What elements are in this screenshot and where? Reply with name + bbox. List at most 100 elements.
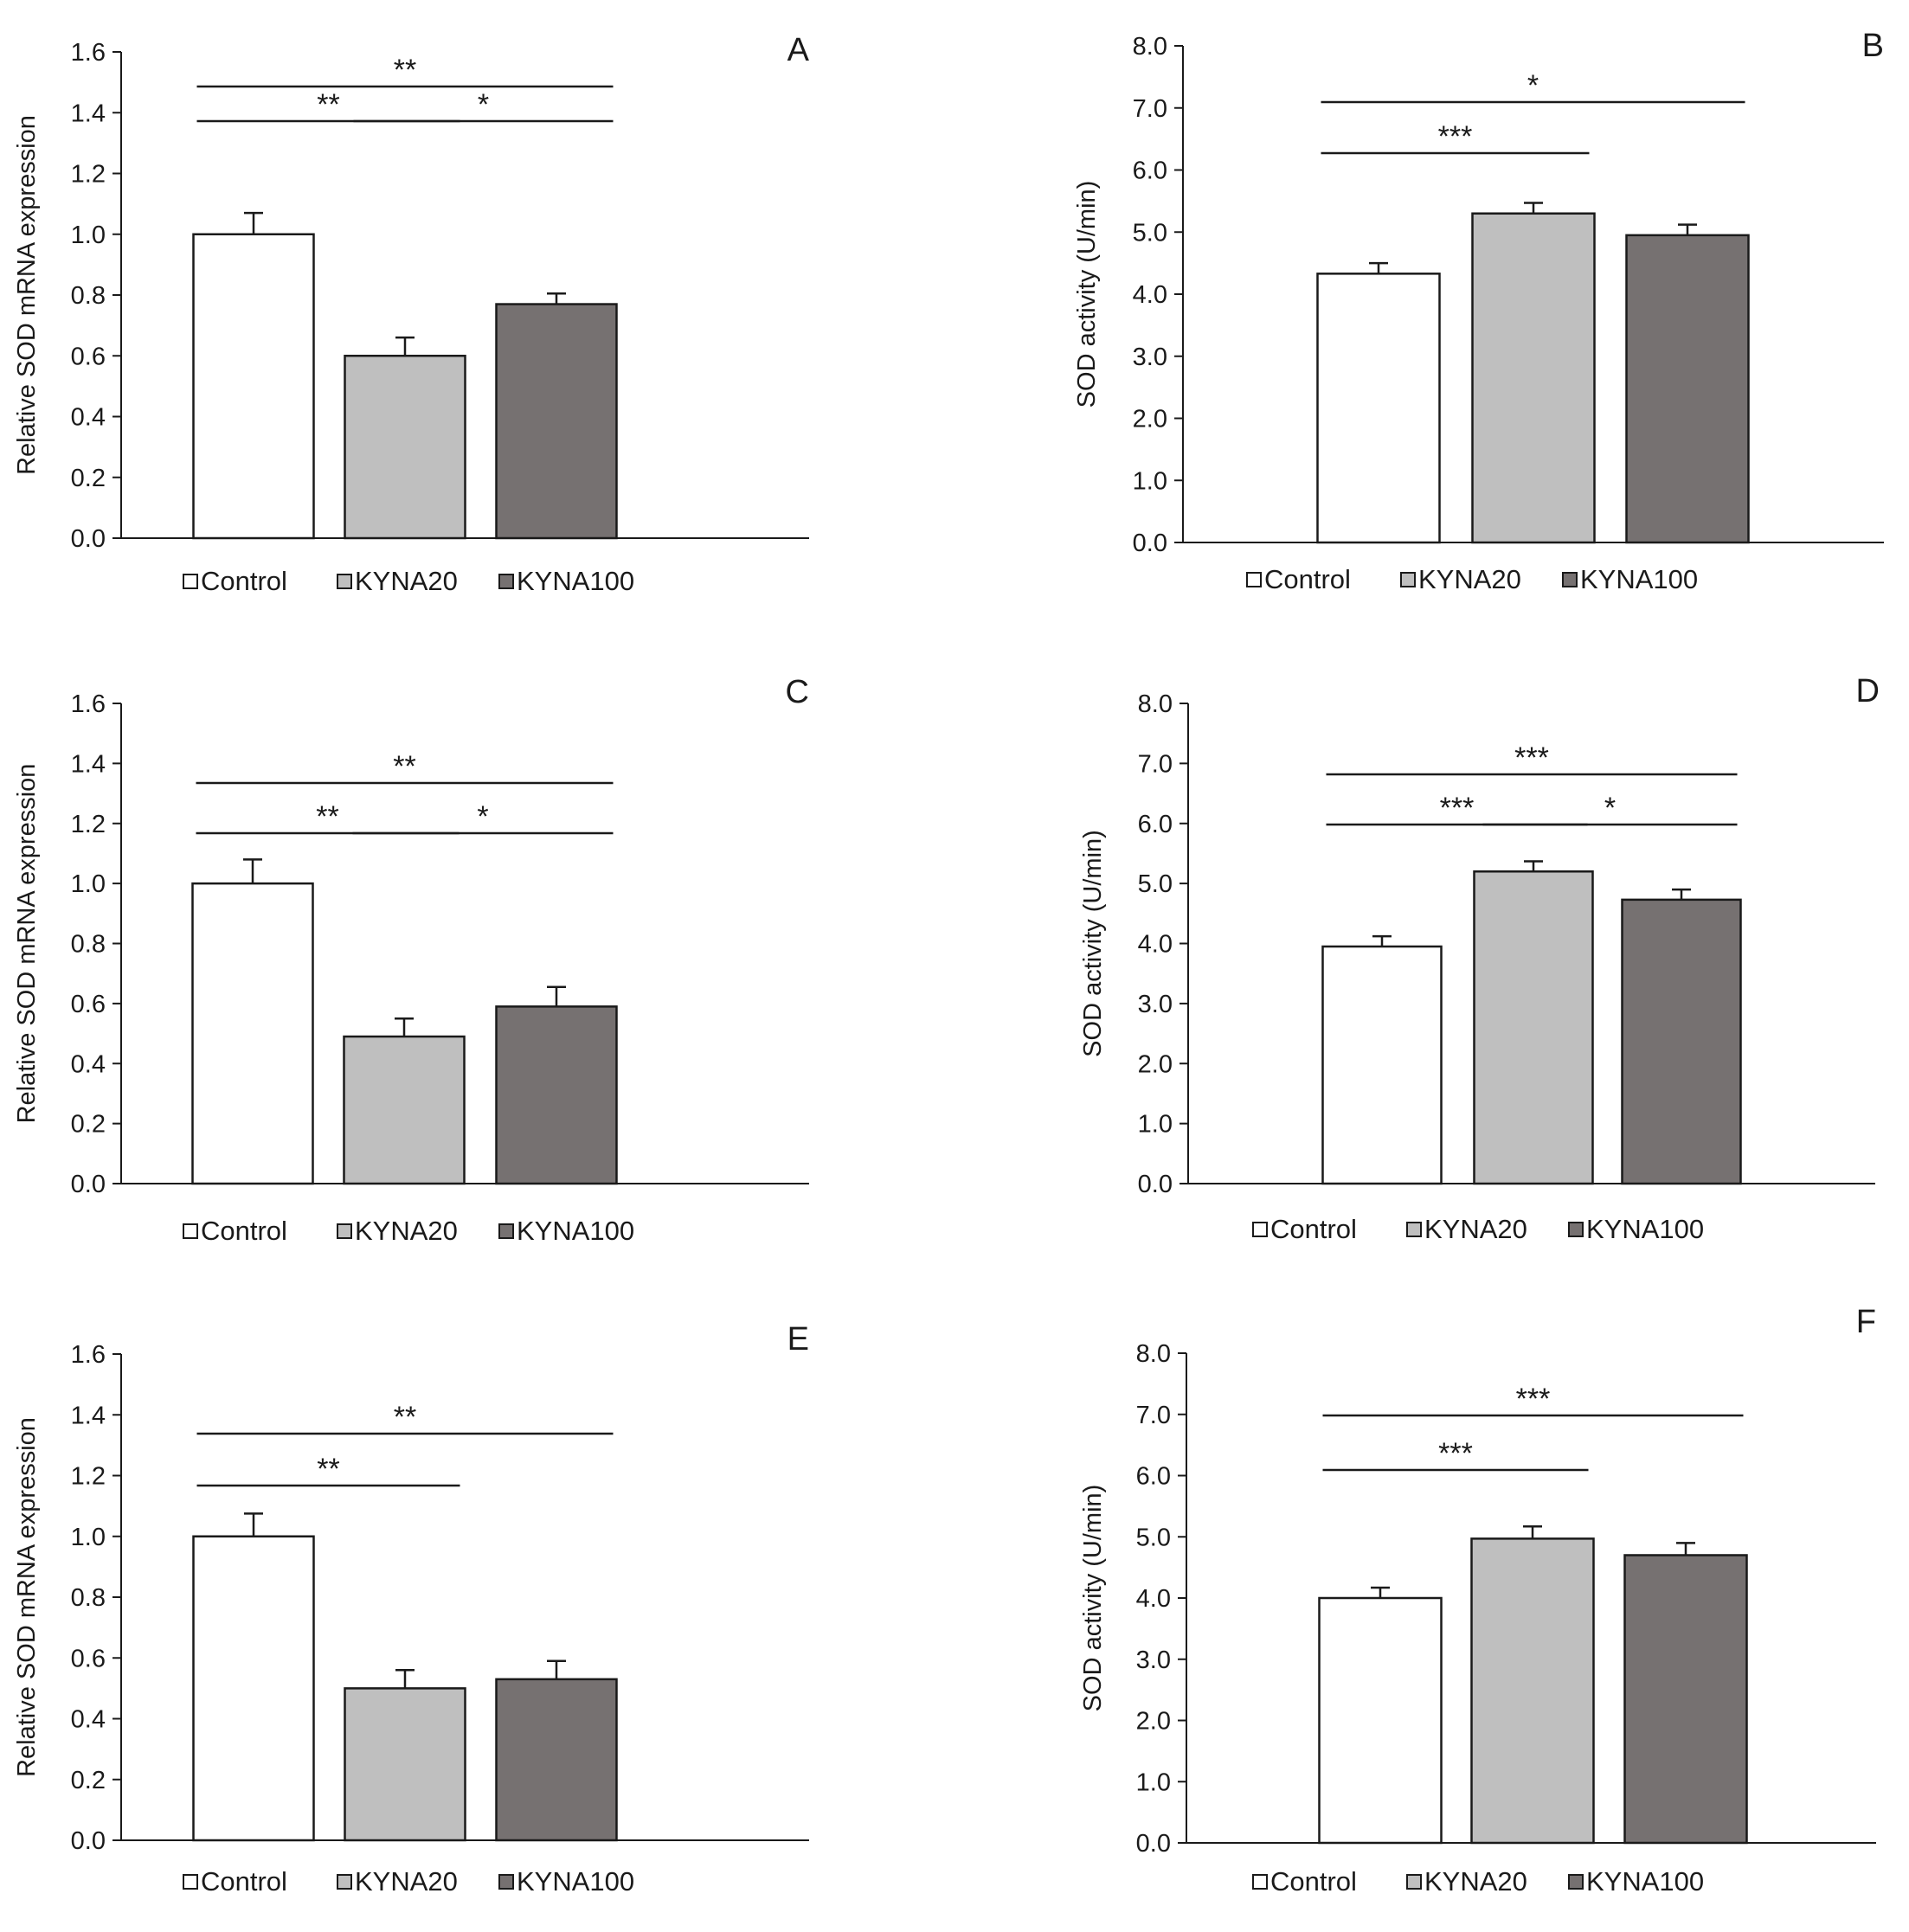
chart-panel-b: 0.0 1.0 2.0 3.0 4.0 5.0 6.0 7.0 8.0 SOD activity …: [1073, 28, 1884, 594]
y-tick-label: 5.0: [1133, 219, 1167, 247]
legend-label: KYNA100: [517, 1866, 634, 1897]
bar-kyna20: [1470, 1537, 1595, 1845]
legend-swatch: [1252, 1874, 1268, 1890]
y-tick-label: 0.0: [71, 1171, 106, 1198]
y-tick-label: 7.0: [1136, 1402, 1171, 1429]
legend-swatch: [498, 574, 514, 589]
panel-letter: B: [1862, 28, 1884, 64]
significance-label: ***: [1438, 1437, 1473, 1470]
y-tick-label: 4.0: [1138, 931, 1173, 959]
significance-label: ***: [1438, 120, 1473, 153]
legend-swatch: [498, 1874, 514, 1890]
legend-label: KYNA20: [355, 1866, 458, 1897]
panel-letter: E: [787, 1321, 809, 1358]
y-tick-label: 5.0: [1136, 1524, 1171, 1551]
legend-label: Control: [201, 1866, 287, 1897]
y-tick-label: 1.0: [1133, 467, 1167, 495]
bar-kyna100: [1621, 898, 1742, 1185]
significance-label: **: [394, 54, 416, 87]
bar-control: [1321, 945, 1443, 1185]
y-tick-label: 0.4: [71, 1050, 106, 1078]
y-tick-label: 1.6: [71, 39, 106, 67]
y-tick-label: 8.0: [1133, 33, 1167, 61]
y-tick-label: 0.4: [71, 404, 106, 432]
legend-label: KYNA20: [355, 1216, 458, 1246]
y-tick-label: 1.6: [71, 1341, 106, 1369]
bar-control: [1318, 1596, 1443, 1845]
bar-control: [192, 1535, 315, 1842]
y-tick-label: 0.6: [71, 343, 106, 370]
y-tick-label: 3.0: [1136, 1646, 1171, 1674]
y-tick-label: 1.0: [71, 1524, 106, 1551]
legend-swatch: [183, 1223, 198, 1239]
y-tick-label: 4.0: [1133, 281, 1167, 309]
y-tick-label: 0.0: [71, 1827, 106, 1855]
y-tick-label: 8.0: [1136, 1340, 1171, 1368]
y-tick-label: 0.2: [71, 1111, 106, 1139]
y-tick-label: 7.0: [1133, 95, 1167, 123]
legend-label: KYNA20: [355, 566, 458, 596]
y-tick-label: 0.2: [71, 1767, 106, 1794]
y-tick-label: 0.0: [1136, 1830, 1171, 1858]
significance-label: *: [477, 800, 488, 833]
y-tick-label: 2.0: [1138, 1050, 1173, 1078]
legend-swatch: [183, 574, 198, 589]
panel-letter: F: [1856, 1304, 1876, 1340]
y-tick-label: 1.4: [71, 750, 106, 778]
y-tick-label: 4.0: [1136, 1585, 1171, 1613]
y-tick-label: 1.6: [71, 690, 106, 718]
bar-kyna100: [495, 1005, 618, 1185]
y-tick-label: 8.0: [1138, 690, 1173, 718]
significance-label: ***: [1440, 792, 1475, 825]
panel-letter: D: [1856, 673, 1880, 709]
significance-label: *: [478, 88, 489, 121]
significance-label: **: [316, 800, 338, 833]
y-axis-label: SOD activity (U/min): [1079, 830, 1107, 1057]
y-tick-label: 1.0: [71, 870, 106, 898]
significance-label: *: [1604, 792, 1616, 825]
y-tick-label: 2.0: [1136, 1708, 1171, 1736]
y-tick-label: 0.8: [71, 282, 106, 310]
y-tick-label: 3.0: [1133, 343, 1167, 371]
bar-kyna20: [343, 1035, 466, 1185]
legend-swatch: [1562, 572, 1578, 587]
legend-label: Control: [201, 1216, 287, 1246]
legend-label: KYNA20: [1424, 1214, 1527, 1244]
y-tick-label: 0.6: [71, 991, 106, 1018]
significance-label: **: [317, 1453, 339, 1486]
legend-label: Control: [1270, 1866, 1357, 1897]
legend-label: KYNA20: [1424, 1866, 1527, 1897]
legend-label: KYNA100: [1586, 1866, 1704, 1897]
legend-swatch: [1568, 1222, 1584, 1237]
bar-control: [192, 233, 315, 540]
y-tick-label: 0.8: [71, 1584, 106, 1612]
significance-label: *: [1527, 69, 1539, 102]
legend-swatch: [1406, 1222, 1422, 1237]
legend-swatch: [183, 1874, 198, 1890]
y-axis-label: Relative SOD mRNA expression: [13, 1417, 41, 1777]
y-axis-label: Relative SOD mRNA expression: [13, 764, 41, 1124]
y-tick-label: 1.0: [1138, 1111, 1173, 1139]
bar-kyna20: [344, 1687, 466, 1842]
bar-kyna100: [495, 1678, 618, 1842]
y-tick-label: 1.0: [71, 221, 106, 249]
y-tick-label: 0.0: [1133, 530, 1167, 557]
y-tick-label: 1.4: [71, 99, 106, 127]
legend-label: KYNA100: [1586, 1214, 1704, 1244]
chart-panel-f: 0.0 1.0 2.0 3.0 4.0 5.0 6.0 7.0 8.0 SOD activity …: [1079, 1304, 1876, 1897]
legend-label: KYNA100: [517, 566, 634, 596]
significance-label: **: [393, 750, 415, 783]
y-tick-label: 0.0: [1138, 1171, 1173, 1198]
y-tick-label: 0.0: [71, 525, 106, 553]
legend-label: Control: [1264, 564, 1351, 594]
chart-panel-d: 0.0 1.0 2.0 3.0 4.0 5.0 6.0 7.0 8.0 SOD activity …: [1079, 673, 1880, 1244]
y-axis-label: Relative SOD mRNA expression: [13, 115, 41, 475]
legend-label: KYNA100: [517, 1216, 634, 1246]
legend-swatch: [1400, 572, 1416, 587]
y-tick-label: 6.0: [1136, 1463, 1171, 1491]
legend-swatch: [1568, 1874, 1584, 1890]
y-tick-label: 0.4: [71, 1706, 106, 1734]
legend-swatch: [337, 1223, 352, 1239]
y-tick-label: 1.4: [71, 1402, 106, 1429]
y-tick-label: 6.0: [1138, 811, 1173, 838]
